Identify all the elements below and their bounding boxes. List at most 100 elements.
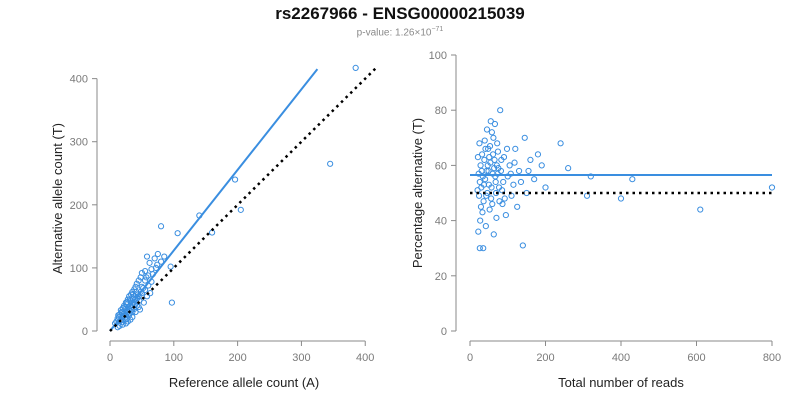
data-point <box>499 200 506 208</box>
data-point <box>503 145 511 152</box>
data-point <box>492 178 499 186</box>
y-axis-label: Percentage alternative (T) <box>410 118 425 268</box>
data-point <box>479 173 486 180</box>
data-point <box>133 280 140 287</box>
data-point <box>491 165 498 172</box>
y-tick-label: 0 <box>441 326 447 338</box>
data-point <box>523 189 530 197</box>
data-point <box>487 118 494 125</box>
data-point <box>629 176 636 183</box>
data-point <box>486 206 493 213</box>
data-point <box>481 156 488 163</box>
data-point <box>477 203 485 210</box>
data-point <box>488 184 495 191</box>
data-point <box>141 277 149 284</box>
y-tick-label: 400 <box>70 74 88 86</box>
pvalue-subtitle: p-value: 1.26×10−71 <box>0 26 800 38</box>
x-axis-label: Reference allele count (A) <box>169 375 319 390</box>
data-point <box>157 258 165 265</box>
data-point <box>506 162 513 169</box>
data-point <box>492 189 500 197</box>
x-tick-label: 0 <box>467 352 473 364</box>
data-point <box>124 298 131 306</box>
data-point <box>491 120 499 128</box>
data-point <box>482 223 489 230</box>
data-point <box>486 142 494 150</box>
x-tick-label: 0 <box>107 352 113 364</box>
data-point <box>507 170 514 177</box>
data-point <box>538 162 545 169</box>
data-point <box>534 151 542 158</box>
data-point <box>146 259 153 266</box>
data-point <box>515 167 523 175</box>
data-point <box>514 203 521 210</box>
data-point <box>542 184 549 191</box>
data-point <box>154 261 161 268</box>
fit-line <box>109 68 319 332</box>
data-point <box>152 264 160 272</box>
data-point <box>475 228 482 235</box>
data-point <box>497 107 504 114</box>
y-tick-label: 60 <box>435 160 447 172</box>
data-point <box>494 170 501 177</box>
data-point <box>511 159 518 166</box>
data-point <box>137 274 144 281</box>
data-point <box>479 209 486 216</box>
data-point <box>565 165 572 172</box>
data-point <box>491 156 498 163</box>
data-point <box>768 184 776 191</box>
data-point <box>327 160 334 167</box>
data-point <box>493 214 500 221</box>
data-point <box>495 184 503 191</box>
data-point <box>478 167 485 175</box>
data-point <box>494 140 501 147</box>
data-point <box>501 195 508 202</box>
y-axis-label: Alternative allele count (T) <box>50 123 65 274</box>
data-point <box>477 162 484 169</box>
data-point <box>231 176 239 183</box>
data-point <box>143 274 150 281</box>
data-point <box>502 211 509 219</box>
data-point <box>141 267 149 275</box>
data-point <box>474 154 482 161</box>
y-tick-label: 300 <box>70 137 88 149</box>
data-point <box>525 167 532 175</box>
data-point <box>480 198 487 205</box>
data-point <box>697 206 704 213</box>
data-point <box>483 126 491 133</box>
data-point <box>154 250 161 258</box>
data-point <box>531 176 538 183</box>
data-point <box>490 134 497 141</box>
data-point <box>477 217 484 224</box>
data-point <box>128 307 135 314</box>
data-point <box>483 192 490 199</box>
data-point <box>508 192 515 199</box>
data-point <box>519 242 526 249</box>
data-point <box>174 230 181 237</box>
data-point <box>488 195 495 202</box>
data-point <box>115 312 122 319</box>
data-point <box>486 154 493 161</box>
data-point <box>168 299 175 306</box>
data-point <box>480 181 488 188</box>
pvalue-exponent: −71 <box>431 26 444 33</box>
chart-title: rs2267966 - ENSG00000215039 <box>275 4 525 23</box>
data-point <box>510 181 517 188</box>
x-tick-label: 200 <box>228 352 246 364</box>
y-tick-label: 100 <box>429 50 447 62</box>
data-point <box>498 156 505 163</box>
x-tick-label: 200 <box>536 352 554 364</box>
data-point <box>557 140 564 147</box>
y-tick-label: 20 <box>435 271 447 283</box>
y-tick-label: 40 <box>435 216 447 228</box>
data-point <box>481 137 488 144</box>
reference-line <box>109 65 379 332</box>
y-tick-label: 80 <box>435 105 447 117</box>
data-point <box>129 291 137 298</box>
data-point <box>135 277 142 284</box>
data-point <box>517 178 525 186</box>
data-point <box>475 192 483 199</box>
y-tick-label: 100 <box>70 263 88 275</box>
